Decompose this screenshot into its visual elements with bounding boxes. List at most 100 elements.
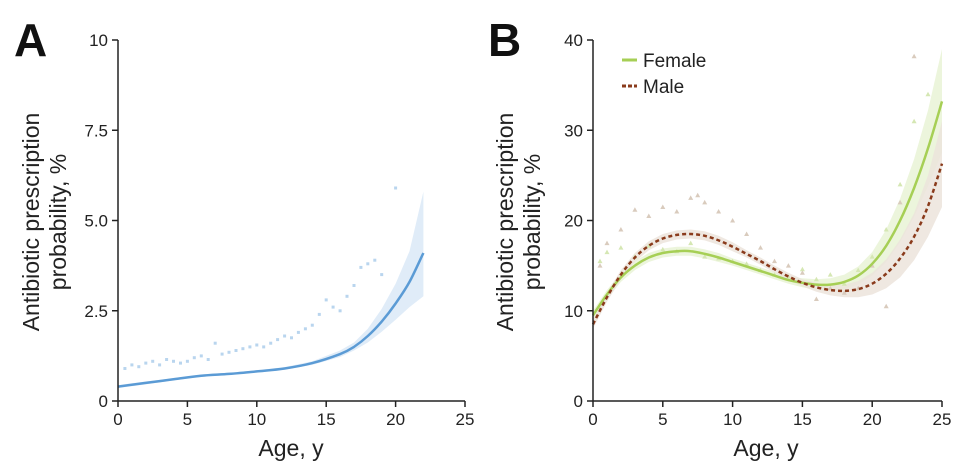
panel-b-observed-point-male: [702, 199, 708, 205]
panel-b-observed-point-female: [841, 281, 847, 286]
panel-a-observed-point: [137, 365, 141, 369]
panel-b-observed-point-male: [744, 231, 750, 236]
panel-b-plot-area: 0 10 20 30 40 0 5 10 15 20 25: [564, 31, 951, 429]
panel-b-observed-point-male: [688, 195, 694, 200]
panel-a-x-tick-label: 0: [113, 410, 122, 429]
panel-a-series-line-0: [117, 252, 425, 388]
panel-a-observed-point: [359, 265, 363, 269]
panel-b-x-tick-label: 10: [723, 410, 742, 429]
panel-a-observed-point: [276, 338, 280, 342]
panel-b-ylabel-line2: probability, %: [519, 154, 545, 290]
panel-b-series-line-female: [591, 101, 944, 316]
panel-b-observed-point-male: [813, 296, 819, 301]
panel-b-observed-point-male: [758, 245, 763, 250]
panel-a-observed-point: [213, 341, 217, 345]
panel-a-xlabel: Age, y: [258, 435, 324, 461]
panel-b-observed-point-female: [604, 249, 610, 255]
panel-b-observed-point-female: [597, 258, 603, 264]
panel-b-observed-point-female: [911, 118, 917, 124]
panel-b-observed-point-male: [716, 209, 722, 214]
panel-a-observed-point: [158, 363, 162, 367]
panel-b-series-line-male: [591, 163, 944, 325]
panel-a-observed-point: [185, 359, 189, 363]
panel-b-observed-point-female: [813, 276, 819, 282]
panel-a-plot-area: 0 2.5 5.0 7.5 10 0 5 10 15 20 25: [84, 31, 474, 429]
panel-b-observed-point-female: [897, 181, 903, 187]
panel-b-observed-point-male: [785, 263, 791, 268]
panel-a-observed-point: [290, 336, 293, 340]
panel-a-y-tick-label: 0: [99, 392, 108, 411]
panel-a-observed-point: [192, 356, 196, 360]
panel-a-y-tick-label: 10: [89, 31, 108, 50]
panel-b-observed-point-female: [744, 261, 750, 266]
panel-a-chart: A Antibiotic prescription probability, %…: [14, 14, 474, 461]
panel-b-y-tick-label: 10: [564, 302, 583, 321]
panel-a-observed-point: [123, 367, 127, 370]
panel-b-observed-point-female: [855, 267, 861, 273]
panel-a-observed-point: [345, 294, 349, 298]
legend-male-label: Male: [643, 77, 684, 98]
panel-b-y-tick-label: 20: [564, 212, 583, 231]
panel-a-ci-band-0: [118, 191, 424, 388]
panel-a-observed-point: [165, 358, 169, 361]
panel-a-observed-point: [324, 298, 328, 302]
panel-b-x-tick-label: 20: [863, 410, 882, 429]
panel-a-y-tick-label: 5.0: [84, 212, 108, 231]
panel-a-observed-point: [394, 186, 398, 190]
panel-a-observed-point: [366, 262, 370, 266]
legend-female-label: Female: [643, 51, 706, 72]
panel-a-observed-point: [262, 345, 266, 349]
panel-b-x-tick-label: 0: [588, 410, 597, 429]
panel-a-observed-point: [220, 352, 224, 356]
panel-a-letter: A: [14, 14, 47, 66]
panel-b-observed-point-male: [646, 213, 652, 218]
panel-a-ylabel-line1: Antibiotic prescription: [18, 113, 44, 332]
legend: Female Male: [622, 51, 706, 98]
panel-a-observed-point: [179, 361, 182, 365]
panel-a-observed-point: [248, 345, 252, 349]
panel-b-observed-point-male: [618, 227, 624, 232]
panel-a-y-tick-label: 7.5: [84, 121, 108, 140]
panel-b-observed-point-male: [883, 303, 889, 309]
panel-b-observed-point-male: [841, 290, 847, 295]
panel-b-observed-point-male: [674, 209, 680, 214]
panel-b-observed-point-female: [618, 245, 624, 250]
panel-a-y-tick-label: 2.5: [84, 302, 108, 321]
panel-b-observed-point-male: [695, 192, 701, 198]
panel-a-observed-point: [380, 273, 384, 277]
panel-b-observed-point-male: [597, 263, 603, 268]
panel-a-observed-point: [255, 343, 259, 347]
panel-b-y-tick-label: 40: [564, 31, 583, 50]
panel-b-observed-point-female: [869, 254, 875, 259]
panel-a-observed-point: [172, 359, 175, 363]
panel-a-x-tick-label: 25: [456, 410, 475, 429]
panel-a-observed-point: [310, 323, 314, 327]
panel-b-y-tick-label: 0: [574, 392, 583, 411]
panel-a-observed-point: [206, 358, 210, 361]
panel-b-observed-point-male: [799, 270, 805, 275]
panel-a-observed-point: [199, 354, 203, 358]
panel-a-x-tick-label: 5: [183, 410, 192, 429]
panel-b-observed-point-male: [632, 207, 638, 212]
panel-a-x-tick-label: 10: [247, 410, 266, 429]
panel-b-ylabel-line1: Antibiotic prescription: [492, 113, 518, 332]
panel-a-observed-point: [269, 341, 273, 345]
panel-b-chart: B Antibiotic prescription probability, %…: [488, 14, 951, 461]
panel-a-observed-point: [144, 361, 148, 365]
panel-a-observed-point: [296, 330, 300, 334]
panel-a-x-tick-label: 20: [386, 410, 405, 429]
panel-a-observed-point: [241, 347, 245, 351]
panel-a-observed-point: [331, 305, 335, 309]
panel-a-observed-point: [130, 363, 134, 367]
panel-b-observed-point-female: [827, 272, 833, 277]
panel-b-observed-point-female: [925, 91, 931, 97]
panel-b-observed-point-female: [646, 243, 652, 248]
panel-a-observed-point: [227, 350, 231, 354]
panel-a-observed-point: [317, 312, 321, 316]
panel-b-x-tick-label: 25: [933, 410, 952, 429]
panel-a-observed-point: [338, 309, 342, 313]
panel-a-x-tick-label: 15: [317, 410, 336, 429]
panel-b-xlabel: Age, y: [733, 435, 799, 461]
panel-b-observed-point-male: [772, 258, 777, 264]
panel-b-observed-point-male: [730, 218, 736, 223]
